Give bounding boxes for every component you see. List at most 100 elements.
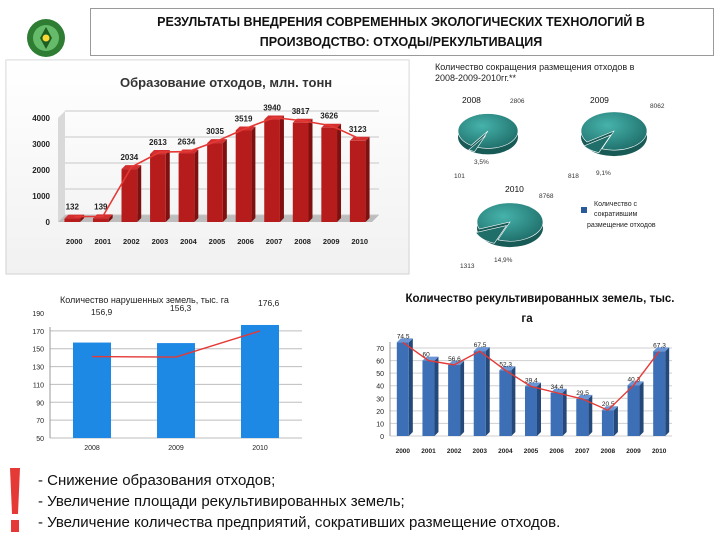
x-tick-label: 2003 bbox=[472, 448, 487, 455]
bar bbox=[576, 398, 589, 436]
bar-value-label: 56,6 bbox=[448, 356, 461, 363]
bar-side bbox=[665, 347, 670, 436]
bar-value-label: 2634 bbox=[178, 138, 196, 147]
pie-legend-label-line1: Количество с bbox=[594, 201, 638, 208]
bar-value-label: 156,9 bbox=[91, 307, 113, 317]
x-tick-label: 2006 bbox=[237, 237, 254, 246]
x-tick-label: 2007 bbox=[575, 448, 590, 455]
pie-slice-large bbox=[476, 202, 544, 242]
reclaimed-land-chart-title-line1: Количество рекультивированных земель, ты… bbox=[405, 293, 674, 305]
bar-value-label: 40,3 bbox=[628, 376, 641, 383]
y-tick-label: 50 bbox=[36, 436, 44, 443]
y-tick-label: 70 bbox=[36, 418, 44, 425]
bar-side bbox=[222, 139, 227, 222]
x-tick-label: 2010 bbox=[351, 237, 368, 246]
pie-slice-large bbox=[457, 113, 519, 149]
bar-side bbox=[279, 115, 284, 222]
bar-value-label: 2034 bbox=[120, 153, 138, 162]
bar bbox=[396, 342, 409, 436]
bar-value-label: 60 bbox=[422, 352, 430, 359]
bar bbox=[550, 392, 563, 436]
pie-slice-large bbox=[580, 111, 648, 151]
y-tick-label: 1000 bbox=[32, 192, 50, 201]
bar-value-label: 39,4 bbox=[525, 377, 538, 384]
bar bbox=[473, 351, 486, 436]
x-tick-label: 2004 bbox=[498, 448, 513, 455]
bar-side bbox=[485, 347, 490, 436]
x-tick-label: 2005 bbox=[524, 448, 539, 455]
pie-legend-label-line3: размещение отходов bbox=[587, 222, 656, 229]
bar-value-label: 176,6 bbox=[258, 298, 280, 308]
exclamation-icon bbox=[10, 468, 20, 532]
bar-value-label: 34,4 bbox=[551, 384, 564, 391]
bar-value-label: 20,5 bbox=[602, 401, 615, 408]
y-tick-label: 10 bbox=[376, 421, 384, 428]
pie-value-label: 101 bbox=[454, 173, 465, 180]
bar-side bbox=[165, 150, 170, 222]
bar bbox=[264, 119, 280, 222]
bar-side bbox=[137, 165, 142, 222]
pie-slice-small bbox=[583, 134, 612, 154]
pie-section-title-line2: 2008-2009-2010гг.** bbox=[435, 73, 517, 83]
x-tick-label: 2005 bbox=[209, 237, 226, 246]
pie-value-label: 8062 bbox=[650, 103, 665, 110]
bar-value-label: 139 bbox=[94, 202, 108, 211]
bar bbox=[150, 154, 166, 222]
bar bbox=[627, 385, 640, 436]
x-tick-label: 2010 bbox=[652, 448, 667, 455]
y-tick-label: 60 bbox=[376, 359, 384, 366]
y-tick-label: 90 bbox=[36, 400, 44, 407]
bar-top bbox=[396, 338, 413, 343]
bar-side bbox=[408, 338, 413, 436]
trend-line bbox=[91, 330, 261, 358]
bar-value-label: 74,5 bbox=[397, 333, 410, 340]
bar-value-label: 67,5 bbox=[474, 342, 487, 349]
bar-value-label: 3626 bbox=[320, 112, 338, 121]
x-tick-label: 2009 bbox=[168, 445, 184, 452]
waste-chart-title: Образование отходов, млн. тонн bbox=[120, 75, 332, 90]
y-tick-label: 110 bbox=[33, 382, 44, 389]
x-tick-label: 2001 bbox=[421, 448, 436, 455]
page-title: РЕЗУЛЬТАТЫ ВНЕДРЕНИЯ СОВРЕМЕННЫХ ЭКОЛОГИ… bbox=[90, 12, 712, 52]
pie-year-label: 2008 bbox=[462, 95, 481, 105]
y-tick-label: 190 bbox=[32, 311, 44, 318]
trend-line bbox=[74, 116, 361, 218]
emblem-icon bbox=[27, 19, 65, 57]
y-tick-label: 3000 bbox=[32, 140, 50, 149]
x-tick-label: 2006 bbox=[549, 448, 564, 455]
bar-value-label: 3035 bbox=[206, 127, 224, 136]
bar bbox=[653, 351, 666, 436]
y-tick-label: 20 bbox=[376, 409, 384, 416]
bar-side bbox=[434, 356, 439, 436]
bar-side bbox=[194, 149, 199, 222]
pie-slice-small bbox=[468, 135, 486, 152]
bar bbox=[73, 342, 111, 438]
bar-value-label: 52,3 bbox=[499, 361, 512, 368]
bar bbox=[64, 218, 81, 222]
bar-value-label: 156,3 bbox=[170, 303, 192, 313]
bar-side bbox=[537, 382, 541, 436]
x-tick-label: 2002 bbox=[447, 448, 462, 455]
bar bbox=[207, 143, 223, 222]
pie-year-label: 2009 bbox=[590, 95, 609, 105]
y-tick-label: 70 bbox=[376, 346, 384, 353]
bar-value-label: 67,3 bbox=[653, 342, 666, 349]
bar bbox=[601, 410, 614, 436]
conclusion-bullet-1: - Снижение образования отходов; bbox=[38, 472, 276, 489]
y-tick-label: 150 bbox=[32, 347, 44, 354]
bar bbox=[321, 127, 338, 222]
bar bbox=[525, 386, 537, 436]
pie-value-label: 2806 bbox=[510, 98, 525, 105]
bar-side bbox=[365, 136, 370, 222]
x-tick-label: 2003 bbox=[152, 237, 169, 246]
bar bbox=[499, 370, 512, 436]
bar bbox=[292, 122, 309, 222]
bar-value-label: 3940 bbox=[263, 104, 281, 113]
y-tick-label: 2000 bbox=[32, 166, 50, 175]
x-tick-label: 2009 bbox=[626, 448, 641, 455]
y-tick-label: 50 bbox=[376, 371, 384, 378]
bar-side bbox=[562, 388, 567, 436]
page-title-line2: ПРОИЗВОДСТВО: ОТХОДЫ/РЕКУЛЬТИВАЦИЯ bbox=[259, 35, 543, 49]
bar-side bbox=[639, 381, 644, 436]
